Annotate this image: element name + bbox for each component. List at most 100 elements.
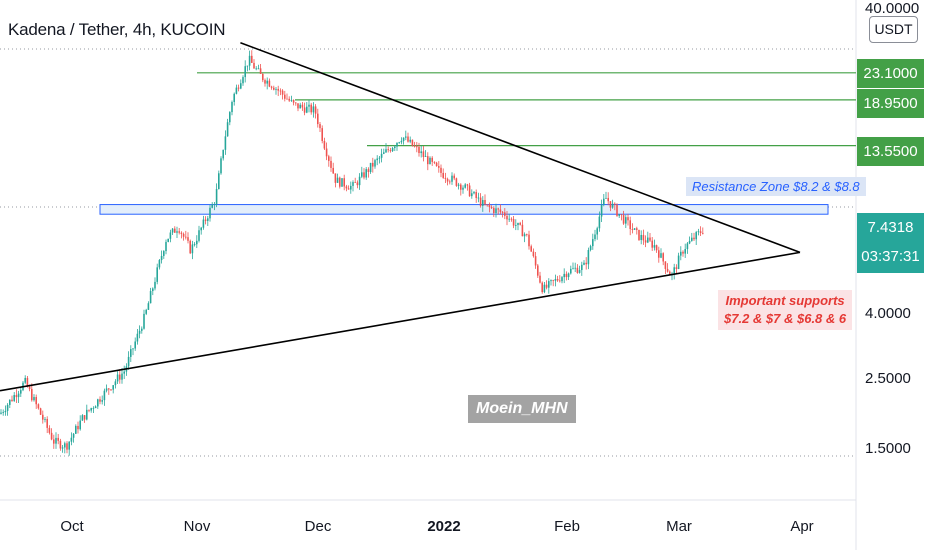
candle-body [308, 104, 310, 107]
candle-body [411, 139, 414, 146]
candle-body [640, 234, 642, 240]
supports-note: Important supports $7.2 & $7 & $6.8 & 6 [718, 290, 853, 330]
candle-body [251, 55, 253, 63]
candle-body [484, 200, 486, 205]
candle-body [185, 236, 187, 238]
candle-body [90, 408, 92, 411]
candle-body [427, 156, 429, 165]
candle-body [339, 177, 341, 187]
candle-body [158, 260, 161, 268]
candle-body [383, 152, 385, 154]
candle-body [180, 232, 183, 234]
candle-body [64, 443, 66, 448]
candle-body [680, 251, 682, 256]
candle-body [594, 234, 596, 240]
candle-body [372, 162, 374, 167]
candle-body [554, 279, 557, 281]
candle-body [385, 149, 387, 153]
candle-body [374, 160, 376, 167]
x-tick-mar: Mar [666, 518, 692, 535]
candle-body [693, 237, 695, 240]
candle-body [242, 77, 244, 84]
candle-body [625, 217, 627, 224]
level-badge-3: 13.5500 [857, 137, 924, 166]
candle-body [310, 104, 312, 113]
candle-body [48, 427, 51, 433]
candle-body [438, 166, 440, 168]
candle-body [647, 237, 649, 243]
price-label-4: 4.0000 [865, 305, 911, 322]
candle-body [486, 204, 488, 206]
candle-body [268, 80, 271, 87]
candle-body [284, 94, 286, 99]
candle-body [163, 251, 165, 256]
candle-body [695, 232, 697, 240]
candle-body [405, 136, 407, 138]
candle-body [279, 90, 282, 92]
candle-body [389, 150, 392, 152]
candle-body [262, 73, 264, 81]
candle-body [675, 267, 678, 269]
candle-body [545, 284, 548, 288]
candle-body [673, 267, 675, 274]
candle-body [332, 167, 334, 174]
candle-body [521, 224, 524, 237]
candle-body [24, 377, 26, 383]
candle-body [200, 227, 202, 231]
x-tick-oct: Oct [60, 518, 84, 535]
candle-body [246, 65, 249, 67]
candle-body [42, 414, 44, 420]
candle-body [627, 217, 629, 221]
candle-body [31, 389, 33, 401]
resistance-zone [99, 204, 829, 215]
candle-body [407, 136, 409, 142]
x-tick-2022: 2022 [427, 518, 461, 535]
candle-body [306, 106, 308, 113]
candle-body [288, 98, 290, 101]
candle-body [231, 101, 233, 113]
candle-body [290, 99, 293, 101]
candle-body [550, 280, 552, 282]
candle-body [651, 240, 653, 248]
candle-body [110, 389, 112, 391]
candle-body [198, 230, 200, 241]
resistance-zone-label: Resistance Zone $8.2 & $8.8 [686, 177, 866, 196]
candle-body [607, 197, 609, 202]
candle-body [510, 218, 513, 220]
candle-body [468, 185, 471, 197]
candle-body [226, 122, 229, 137]
candle-body [130, 349, 132, 357]
candle-body [666, 268, 669, 272]
currency-selector[interactable]: USDT [869, 16, 918, 43]
candle-body [204, 219, 207, 221]
horizontal-levels [197, 72, 856, 147]
candle-body [264, 80, 266, 84]
candle-body [552, 280, 554, 281]
candle-body [592, 239, 594, 247]
candle-body [112, 385, 114, 390]
candle-body [418, 146, 420, 154]
candle-body [642, 234, 645, 241]
candle-body [121, 373, 123, 380]
candle-body [431, 157, 433, 162]
candle-body [490, 207, 493, 209]
candle-body [477, 197, 480, 199]
candle-body [207, 218, 209, 221]
candle-body [523, 234, 526, 237]
candle-body [697, 231, 700, 233]
candle-body [508, 218, 510, 220]
candle-body [114, 381, 117, 386]
candle-body [209, 207, 211, 219]
candle-body [215, 189, 218, 205]
candle-body [576, 267, 579, 273]
candle-body [391, 148, 394, 152]
candle-body [105, 388, 108, 391]
candle-body [506, 215, 508, 220]
ascending-trendline [0, 251, 801, 392]
candle-body [75, 425, 77, 434]
candle-body [501, 212, 504, 213]
candle-body [233, 93, 235, 102]
candle-body [295, 102, 297, 104]
candle-body [556, 279, 559, 281]
